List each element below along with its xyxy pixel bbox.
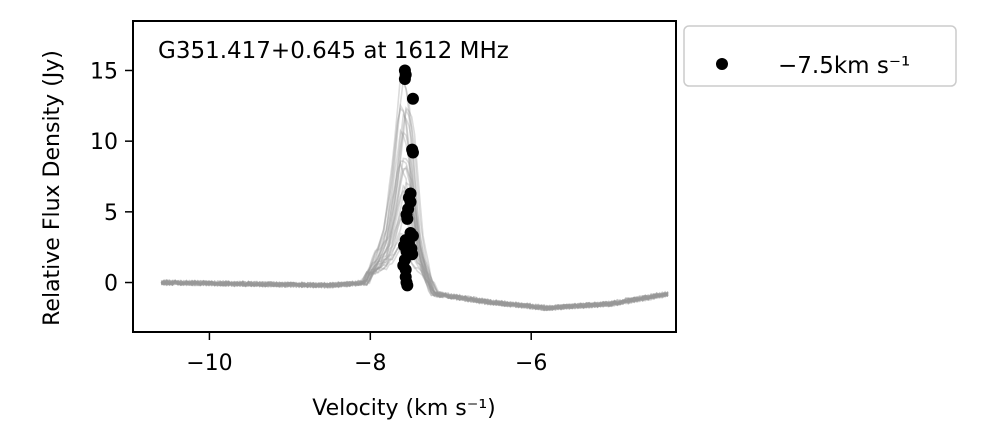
x-tick-label: −8 [354, 351, 386, 376]
spectrum-line [161, 128, 669, 311]
peak-markers-group [397, 64, 419, 292]
spectrum-line [160, 107, 669, 312]
plot-frame [132, 20, 677, 333]
legend-box [683, 25, 957, 87]
x-axis-label: Velocity (km s⁻¹) [312, 396, 496, 421]
peak-point [401, 279, 414, 292]
x-tick-label: −6 [515, 351, 547, 376]
x-axis-ticks: −10 −8 −6 [186, 332, 547, 376]
spectrum-line [160, 160, 669, 311]
chart-title: G351.417+0.645 at 1612 MHz [158, 38, 509, 64]
spectrum-line [160, 106, 669, 310]
spectrum-line [161, 167, 669, 312]
spectrum-line [160, 103, 669, 312]
y-tick-label: 0 [104, 272, 118, 297]
spectrum-line [160, 184, 669, 311]
spectrum-line [161, 246, 669, 311]
x-tick-label: −10 [186, 351, 232, 376]
y-tick-label: 10 [90, 130, 118, 155]
spectrum-line [161, 113, 669, 311]
legend: −7.5km s⁻¹ [683, 25, 957, 87]
y-axis-ticks: 0 5 10 15 [90, 59, 133, 297]
legend-marker [716, 58, 728, 70]
legend-label: −7.5km s⁻¹ [778, 53, 910, 79]
y-tick-label: 5 [104, 201, 118, 226]
spectrum-line [161, 241, 669, 312]
spectrum-line [160, 205, 669, 312]
peak-point [401, 212, 414, 225]
spectrum-line [160, 246, 669, 312]
spectrum-line [161, 80, 669, 311]
y-axis-label: Relative Flux Density (Jy) [40, 50, 65, 326]
y-tick-label: 15 [90, 59, 118, 84]
peak-point [406, 92, 419, 105]
peak-point [398, 72, 411, 85]
peak-point [406, 146, 419, 159]
